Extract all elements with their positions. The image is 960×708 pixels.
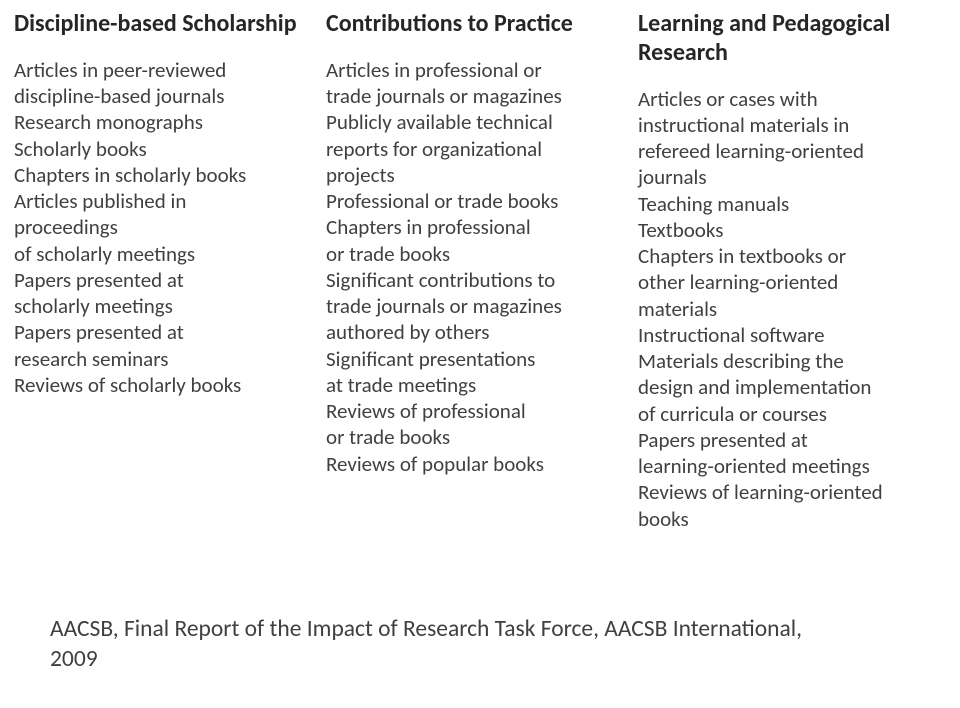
column-2-body: Articles in professional or trade journa…: [326, 57, 620, 477]
column-1: Discipline-based Scholarship Articles in…: [14, 10, 308, 532]
column-1-header: Discipline-based Scholarship: [14, 10, 308, 39]
column-3: Learning and Pedagogical Research Articl…: [638, 10, 932, 532]
column-1-body: Articles in peer-reviewed discipline-bas…: [14, 57, 308, 398]
column-2-header: Contributions to Practice: [326, 10, 620, 39]
column-3-header: Learning and Pedagogical Research: [638, 10, 932, 68]
citation-text: AACSB, Final Report of the Impact of Res…: [50, 615, 830, 674]
column-2: Contributions to Practice Articles in pr…: [326, 10, 620, 532]
three-column-table: Discipline-based Scholarship Articles in…: [14, 10, 932, 532]
column-3-body: Articles or cases with instructional mat…: [638, 86, 932, 532]
